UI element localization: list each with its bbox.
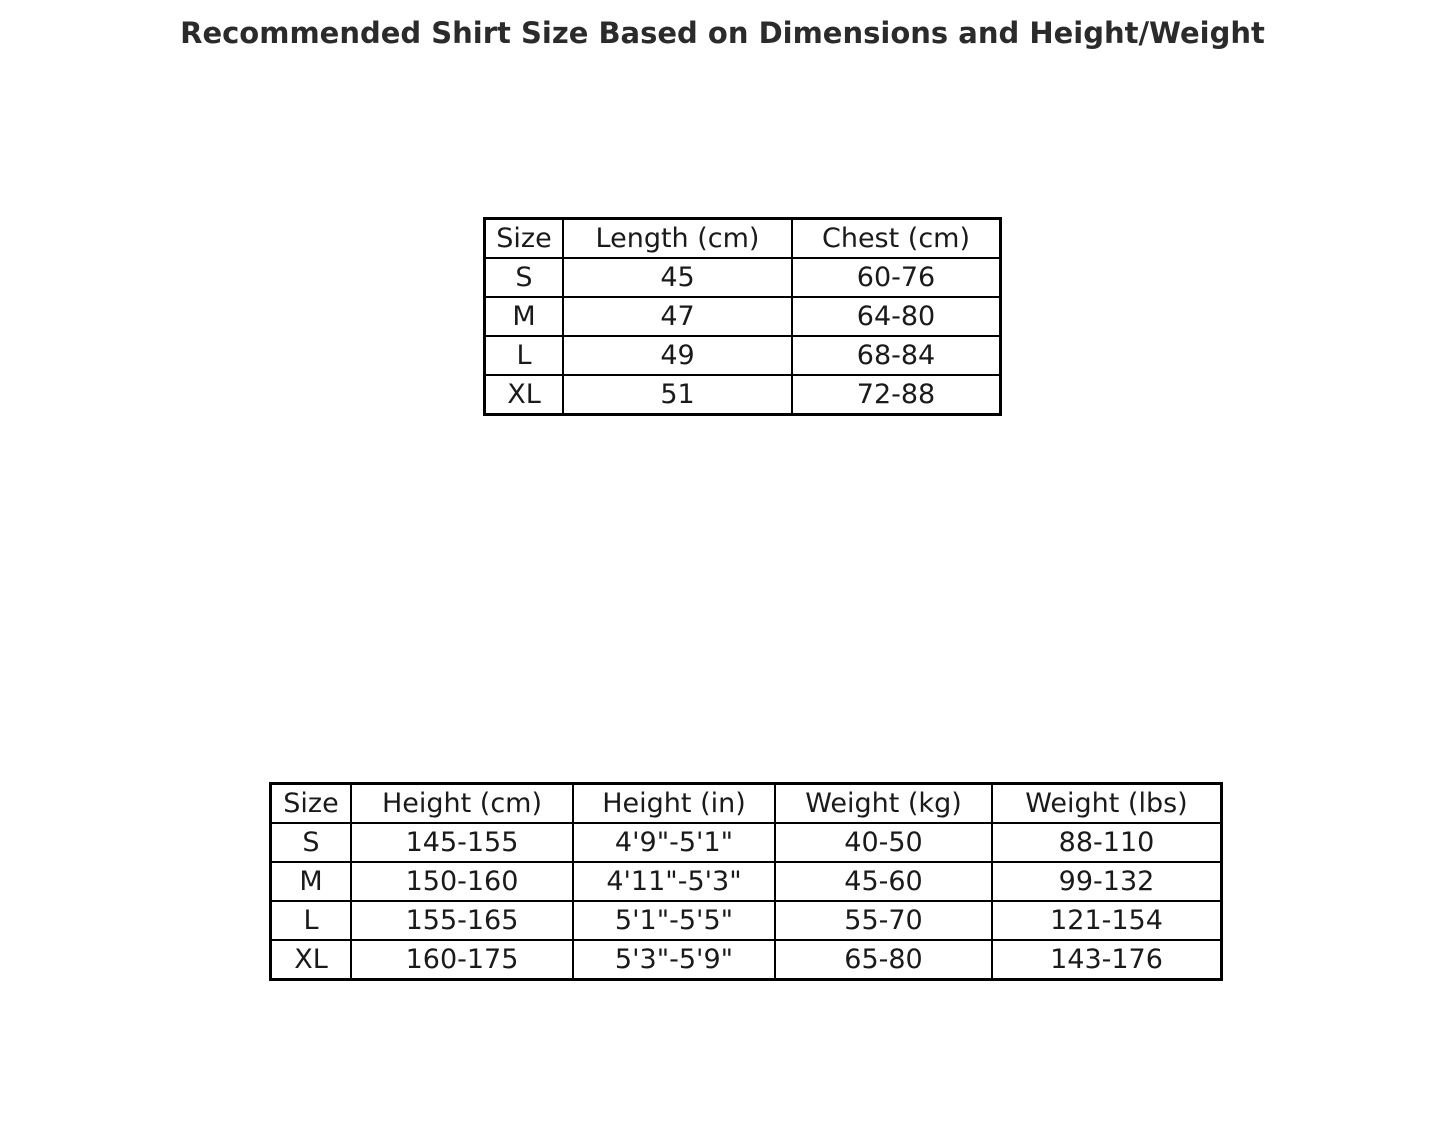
column-header-height-in: Height (in) [572,783,776,824]
cell-length: 47 [562,296,793,337]
cell-weight-kg: 65-80 [774,939,993,980]
cell-size: M [484,296,564,337]
table-header-row: Size Height (cm) Height (in) Weight (kg)… [270,783,1222,824]
cell-weight-kg: 40-50 [774,822,993,863]
cell-height-in: 4'9"-5'1" [572,822,776,863]
cell-length: 45 [562,257,793,298]
cell-height-in: 5'3"-5'9" [572,939,776,980]
cell-weight-lbs: 143-176 [991,939,1222,980]
cell-size: L [270,900,352,941]
cell-weight-lbs: 88-110 [991,822,1222,863]
table-row: S 45 60-76 [484,257,1001,298]
table-row: M 150-160 4'11"-5'3" 45-60 99-132 [270,861,1222,902]
shirt-dimensions-table: Size Length (cm) Chest (cm) S 45 60-76 M… [484,218,1001,415]
cell-height-in: 4'11"-5'3" [572,861,776,902]
column-header-weight-kg: Weight (kg) [774,783,993,824]
cell-weight-lbs: 99-132 [991,861,1222,902]
column-header-size: Size [484,218,564,259]
table-row: L 49 68-84 [484,335,1001,376]
cell-weight-kg: 55-70 [774,900,993,941]
cell-chest: 68-84 [791,335,1001,376]
column-header-height-cm: Height (cm) [350,783,574,824]
cell-chest: 64-80 [791,296,1001,337]
cell-height-cm: 150-160 [350,861,574,902]
column-header-chest: Chest (cm) [791,218,1001,259]
cell-size: M [270,861,352,902]
table-row: XL 51 72-88 [484,374,1001,415]
cell-chest: 60-76 [791,257,1001,298]
cell-weight-lbs: 121-154 [991,900,1222,941]
cell-chest: 72-88 [791,374,1001,415]
table-row: M 47 64-80 [484,296,1001,337]
table-row: L 155-165 5'1"-5'5" 55-70 121-154 [270,900,1222,941]
table-row: S 145-155 4'9"-5'1" 40-50 88-110 [270,822,1222,863]
cell-size: XL [270,939,352,980]
cell-weight-kg: 45-60 [774,861,993,902]
cell-size: XL [484,374,564,415]
cell-height-cm: 145-155 [350,822,574,863]
cell-height-in: 5'1"-5'5" [572,900,776,941]
cell-size: L [484,335,564,376]
cell-length: 51 [562,374,793,415]
cell-height-cm: 155-165 [350,900,574,941]
column-header-length: Length (cm) [562,218,793,259]
column-header-size: Size [270,783,352,824]
table-row: XL 160-175 5'3"-5'9" 65-80 143-176 [270,939,1222,980]
table-header-row: Size Length (cm) Chest (cm) [484,218,1001,259]
cell-height-cm: 160-175 [350,939,574,980]
height-weight-table: Size Height (cm) Height (in) Weight (kg)… [270,783,1222,980]
column-header-weight-lbs: Weight (lbs) [991,783,1222,824]
cell-size: S [484,257,564,298]
cell-length: 49 [562,335,793,376]
page-title: Recommended Shirt Size Based on Dimensio… [180,16,1265,50]
cell-size: S [270,822,352,863]
